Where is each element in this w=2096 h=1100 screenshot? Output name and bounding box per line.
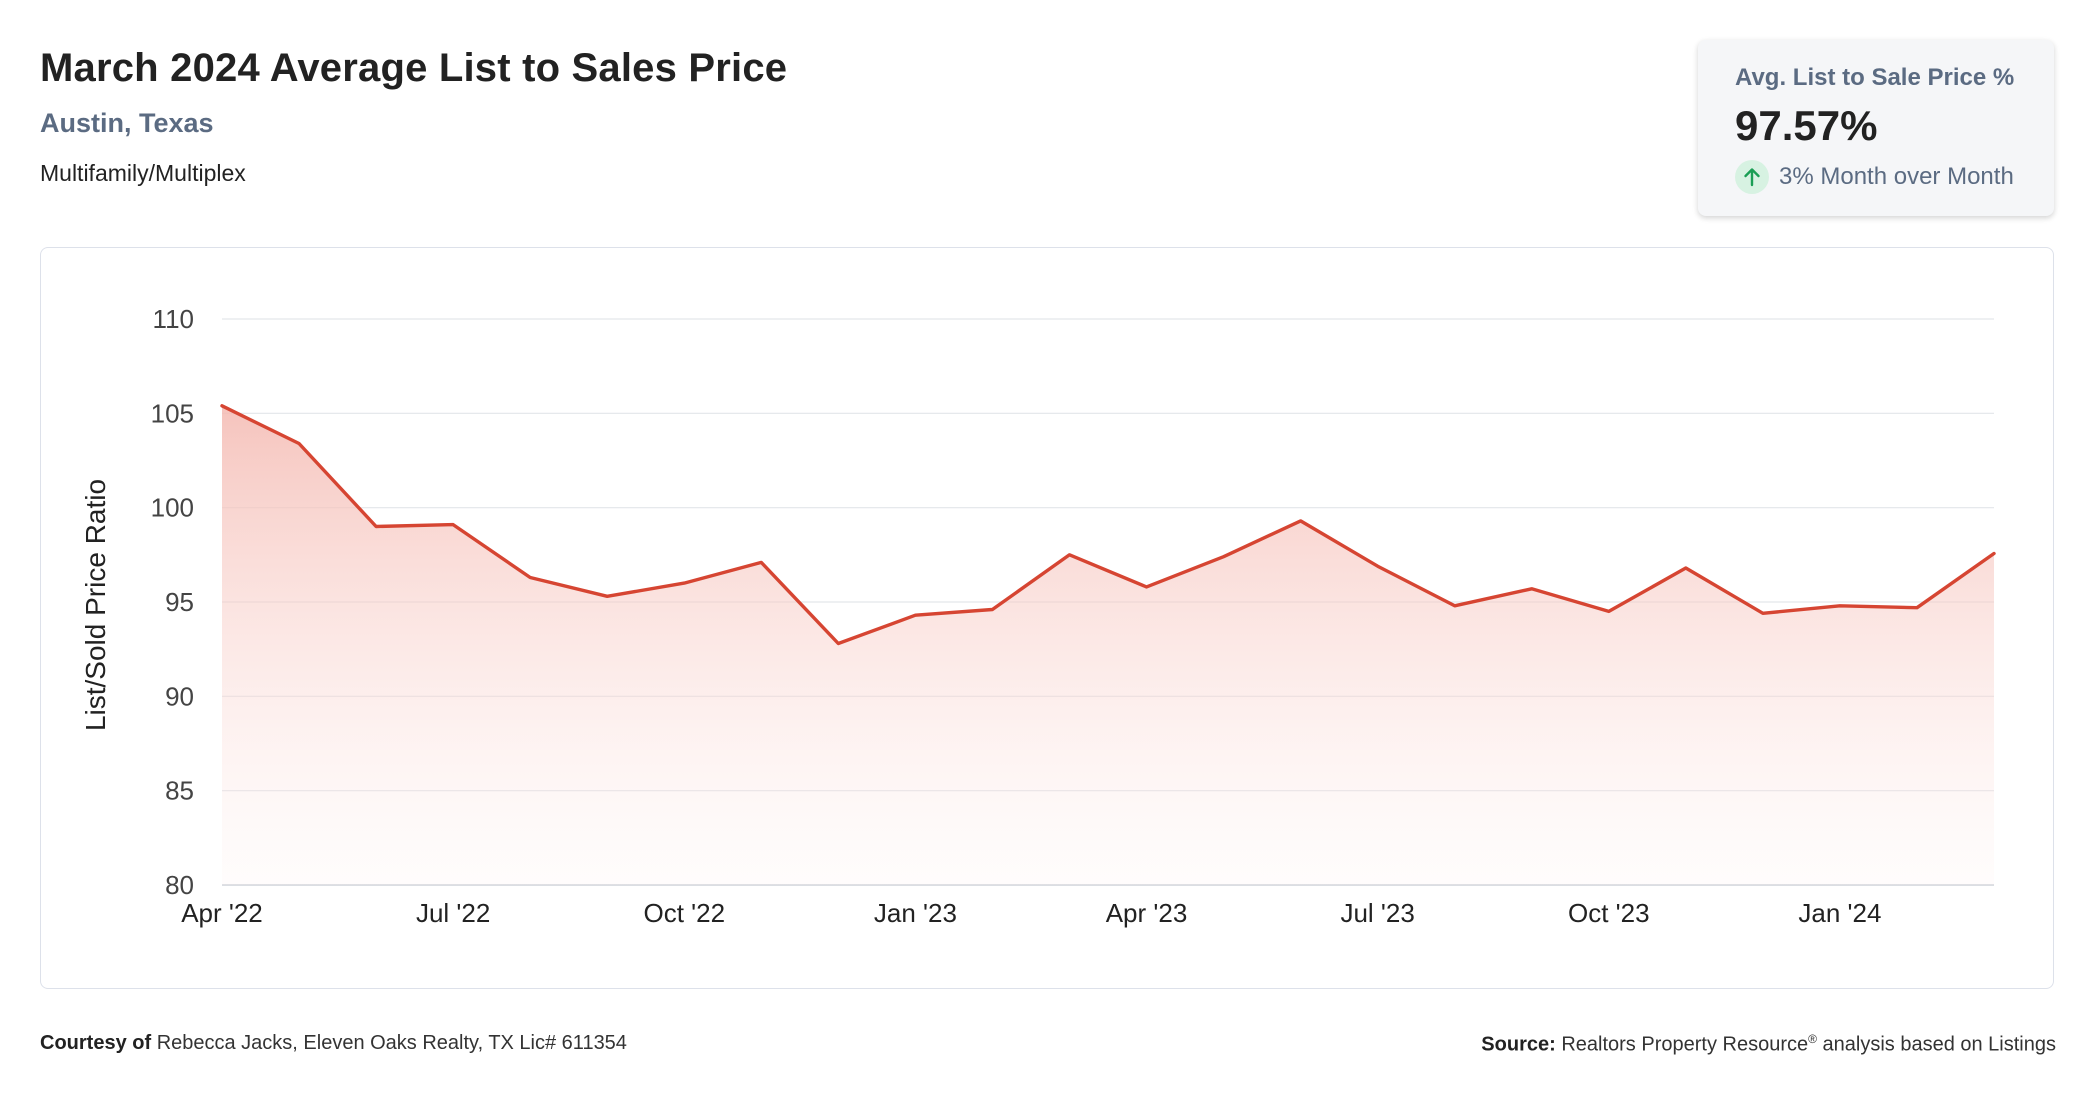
y-tick-label: 80: [165, 870, 194, 900]
kpi-change: 3% Month over Month: [1735, 160, 2014, 194]
y-tick-label: 95: [165, 587, 194, 617]
x-tick-label: Jul '23: [1340, 898, 1414, 928]
registered-mark: ®: [1808, 1032, 1817, 1046]
courtesy-text: Rebecca Jacks, Eleven Oaks Realty, TX Li…: [156, 1032, 627, 1054]
footer-source: Source: Realtors Property Resource® anal…: [1481, 1032, 2056, 1057]
area-fill: [222, 405, 1994, 885]
x-tick-label: Oct '22: [643, 898, 725, 928]
y-axis-ticks: 80 85 90 95 100 105 110: [151, 304, 194, 900]
x-tick-label: Oct '23: [1568, 898, 1650, 928]
y-tick-label: 110: [153, 304, 194, 334]
kpi-value: 97.57%: [1735, 102, 1878, 149]
x-tick-label: Apr '23: [1106, 898, 1188, 928]
area-path: [222, 405, 1994, 885]
line-chart: 80 85 90 95 100 105 110 Apr '22 Jul '22 Oct '22 J…: [80, 304, 1996, 928]
source-text: Realtors Property Resource: [1561, 1033, 1809, 1056]
x-tick-label: Apr '22: [181, 898, 263, 928]
arrow-up-icon: [1735, 160, 1769, 194]
y-tick-label: 105: [151, 398, 194, 428]
y-axis-label: List/Sold Price Ratio: [80, 479, 111, 731]
location-subtitle: Austin, Texas: [40, 108, 214, 138]
y-tick-label: 85: [165, 776, 194, 806]
courtesy-label: Courtesy of: [40, 1032, 152, 1054]
series-line-path: [220, 404, 1996, 646]
kpi-card: Avg. List to Sale Price % 97.57% 3% Mont…: [1698, 40, 2054, 216]
kpi-label: Avg. List to Sale Price %: [1735, 64, 2015, 91]
x-tick-label: Jan '23: [874, 898, 957, 928]
y-tick-label: 100: [151, 493, 194, 523]
x-tick-label: Jan '24: [1798, 898, 1881, 928]
source-label: Source:: [1481, 1033, 1556, 1056]
property-category: Multifamily/Multiplex: [40, 160, 246, 186]
footer-courtesy: Courtesy of Rebecca Jacks, Eleven Oaks R…: [40, 1032, 627, 1055]
chart-card: 80 85 90 95 100 105 110 Apr '22 Jul '22 Oct '22 J…: [40, 247, 2054, 989]
series-line: [220, 404, 1996, 646]
x-tick-label: Jul '22: [416, 898, 490, 928]
source-suffix: analysis based on Listings: [1822, 1033, 2056, 1056]
kpi-change-text: 3% Month over Month: [1779, 163, 2014, 190]
x-axis-ticks: Apr '22 Jul '22 Oct '22 Jan '23 Apr '23 Jul '…: [181, 898, 1881, 928]
page-title: March 2024 Average List to Sales Price: [40, 46, 788, 90]
y-tick-label: 90: [165, 681, 194, 711]
